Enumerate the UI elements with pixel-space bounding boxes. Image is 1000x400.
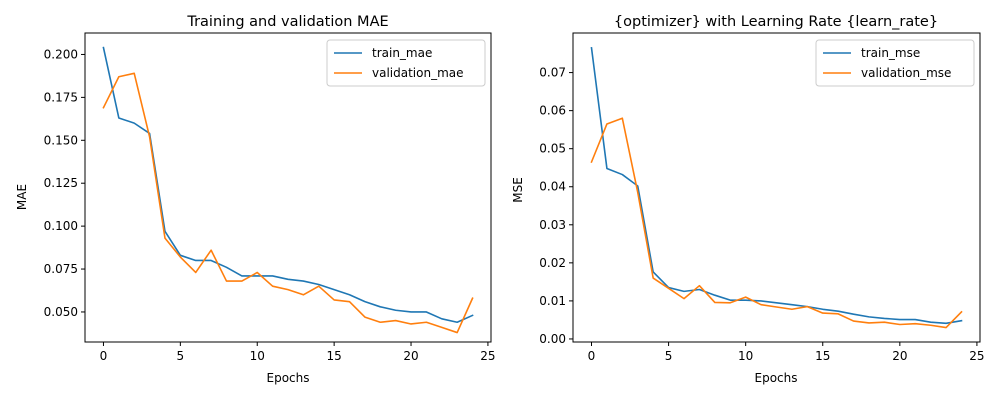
y-tick-label: 0.175 [44, 90, 78, 104]
y-tick-label: 0.050 [44, 305, 78, 319]
x-tick-label: 0 [100, 349, 108, 363]
series-line-train-mse [590, 46, 963, 325]
y-tick-label: 0.200 [44, 47, 78, 61]
y-tick-label: 0.01 [539, 294, 566, 308]
x-tick-label: 10 [738, 349, 753, 363]
x-tick-label: 10 [250, 349, 265, 363]
legend-box [815, 39, 975, 87]
x-tick-label: 20 [892, 349, 907, 363]
x-tick-label: 5 [177, 349, 185, 363]
x-tick-label: 25 [480, 349, 495, 363]
chart-title: Training and validation MAE [186, 14, 388, 30]
legend-label: validation_mse [861, 66, 951, 80]
y-axis-title: MSE [511, 177, 525, 203]
legend: train_mae validation_mae [326, 39, 486, 87]
y-tick-label: 0.150 [44, 133, 78, 147]
series-line-validation-mse [590, 117, 963, 329]
axes-frame [572, 32, 981, 343]
legend: train_mse validation_mse [815, 39, 975, 87]
x-axis-title: Epochs [755, 371, 798, 385]
y-tick-label: 0.02 [539, 256, 566, 270]
mae-chart: Training and validation MAE 0 5 10 15 20 25 0.… [15, 14, 496, 385]
y-tick-label: 0.100 [44, 219, 78, 233]
x-tick-label: 20 [403, 349, 418, 363]
x-tick-label: 15 [326, 349, 341, 363]
series-line-validation-mae [102, 72, 474, 334]
plot-area: 0 5 10 15 20 25 0.050 0.075 0.100 0.125 0.150 0.175… [44, 32, 496, 363]
y-tick-label: 0.07 [539, 66, 566, 80]
x-tick-label: 5 [665, 349, 673, 363]
axes-frame [84, 32, 492, 343]
y-axis-title: MAE [15, 184, 29, 210]
y-tick-label: 0.06 [539, 104, 566, 118]
plot-area: 0 5 10 15 20 25 0.00 0.01 0.02 0.03 0.04 0.05 0.06 0.… [539, 32, 985, 363]
legend-label: validation_mae [372, 66, 464, 80]
x-tick-label: 15 [815, 349, 830, 363]
legend-box [326, 39, 486, 87]
y-tick-label: 0.04 [539, 180, 566, 194]
y-tick-label: 0.075 [44, 262, 78, 276]
legend-label: train_mae [372, 46, 432, 60]
x-axis-title: Epochs [267, 371, 310, 385]
x-tick-label: 25 [969, 349, 984, 363]
y-tick-label: 0.05 [539, 142, 566, 156]
legend-label: train_mse [861, 46, 920, 60]
mse-chart: {optimizer} with Learning Rate {learn_ra… [511, 14, 985, 385]
series-line-train-mae [102, 46, 474, 324]
y-tick-label: 0.125 [44, 176, 78, 190]
y-tick-label: 0.03 [539, 218, 566, 232]
x-tick-label: 0 [588, 349, 596, 363]
chart-title: {optimizer} with Learning Rate {learn_ra… [614, 14, 938, 30]
y-tick-label: 0.00 [539, 332, 566, 346]
